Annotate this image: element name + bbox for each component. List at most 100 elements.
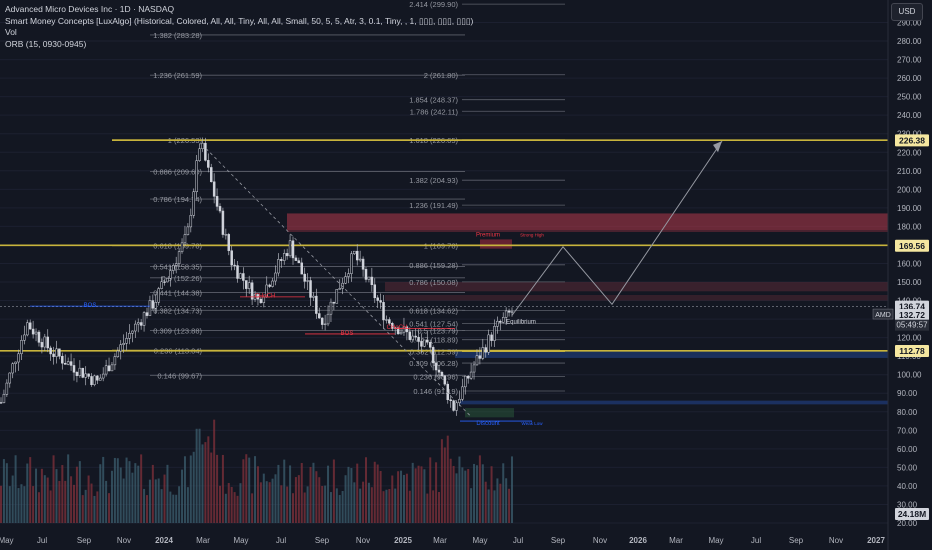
- volume-bar: [467, 469, 470, 523]
- time-axis: May Jul Sep Nov 2024 Mar May Jul Sep Nov 2025 Mar Ma…: [0, 536, 885, 545]
- volume-bar: [286, 486, 289, 523]
- volume-bar: [113, 457, 116, 523]
- candle-body: [34, 331, 38, 335]
- countdown-box: [895, 319, 929, 331]
- volume-bar: [32, 486, 35, 523]
- smc-label: Equilibrium: [506, 320, 536, 326]
- order-block-bullish: [455, 350, 888, 359]
- volume-bar: [300, 462, 303, 523]
- fib-label: 0.886 (209.60): [153, 168, 202, 177]
- volume-bar: [350, 468, 353, 523]
- volume-bar: [172, 494, 175, 523]
- candle-body: [399, 331, 403, 335]
- fib-label: 1.854 (248.37): [409, 96, 458, 105]
- volume-bar: [347, 466, 350, 523]
- volume-bar: [175, 494, 178, 523]
- volume-bar: [99, 464, 102, 523]
- candle-body: [247, 282, 251, 289]
- price-tick-label: 220.00: [897, 148, 922, 157]
- volume-bar: [262, 473, 265, 523]
- volume-bar: [423, 469, 426, 523]
- volume-bar: [487, 489, 490, 523]
- volume-bar: [254, 456, 257, 523]
- fib-label: 2.414 (299.90): [409, 0, 458, 9]
- price-tick-label: 80.00: [897, 408, 918, 417]
- volume-bar: [122, 478, 125, 523]
- volume-bar: [61, 465, 64, 523]
- smc-label: BOS: [84, 303, 97, 309]
- candle-body: [128, 333, 131, 339]
- smc-indicator-label[interactable]: Smart Money Concepts [LuxAlgo] (Historic…: [5, 15, 474, 26]
- candle-body: [355, 250, 359, 261]
- volume-bar: [87, 475, 90, 523]
- candle-body: [303, 273, 306, 282]
- symbol-title[interactable]: Advanced Micro Devices Inc · 1D · NASDAQ: [5, 4, 175, 14]
- time-tick-label: Mar: [669, 536, 683, 545]
- volume-bar: [143, 488, 146, 523]
- candle-body: [131, 330, 134, 334]
- volume-bar: [385, 489, 388, 523]
- price-tag-box: [895, 508, 929, 520]
- candle-body: [306, 280, 309, 282]
- fib-label: 1.382 (283.28): [153, 31, 202, 40]
- fib-label: 1.236 (191.49): [409, 201, 458, 210]
- price-tick-label: 20.00: [897, 519, 918, 528]
- currency-button[interactable]: USD: [891, 3, 923, 21]
- candle-body: [478, 355, 482, 359]
- candle-body: [5, 382, 9, 395]
- volume-bar: [315, 471, 318, 523]
- time-tick-label: May: [0, 536, 14, 545]
- candle-body: [382, 302, 385, 321]
- volume-bar: [481, 464, 484, 523]
- price-tick-label: 50.00: [897, 463, 918, 472]
- volume-bar: [461, 467, 464, 523]
- candle-body: [449, 399, 452, 401]
- candle-body: [431, 347, 435, 364]
- candle-body: [379, 300, 382, 303]
- vol-indicator-label[interactable]: Vol: [5, 27, 17, 37]
- candle-body: [69, 361, 73, 366]
- candle-body: [423, 339, 426, 347]
- price-tick-label: 150.00: [897, 278, 922, 287]
- candle-body: [242, 273, 245, 281]
- candle-body: [504, 310, 508, 318]
- volume-bar: [478, 455, 481, 523]
- volume-bar: [329, 492, 332, 523]
- candle-body: [326, 313, 330, 325]
- price-tick-label: 30.00: [897, 500, 918, 509]
- volume-bar: [464, 470, 467, 523]
- ticker-tag-label: AMD: [875, 312, 891, 319]
- volume-bar: [341, 490, 344, 523]
- time-tick-label: Nov: [356, 536, 370, 545]
- candle-body: [493, 326, 496, 341]
- volume-bar: [35, 468, 38, 523]
- candle-body: [78, 367, 82, 376]
- volume-bar: [160, 489, 163, 523]
- candle-body: [420, 341, 423, 347]
- volume-bar: [402, 474, 405, 523]
- volume-bar: [429, 457, 432, 523]
- supply-zone: [287, 213, 888, 231]
- candle-body: [428, 341, 432, 348]
- volume-bar: [96, 491, 99, 523]
- smc-label: BOS: [341, 331, 354, 337]
- volume-bar: [414, 468, 417, 523]
- price-tag-label: 24.18M: [898, 509, 926, 519]
- smc-label: Premium: [476, 233, 500, 239]
- volume-bar: [219, 485, 221, 523]
- smc-label: Discount: [476, 421, 500, 427]
- candle-body: [501, 317, 505, 323]
- volume-bar: [435, 462, 438, 523]
- candle-body: [0, 402, 3, 404]
- volume-bar: [52, 455, 55, 523]
- fib-label: 2 (261.80): [424, 71, 459, 80]
- orb-indicator-label[interactable]: ORB (15, 0930-0945): [5, 38, 87, 49]
- volume-bar: [394, 488, 397, 523]
- volume-bar: [449, 458, 452, 523]
- volume-bar: [271, 478, 274, 523]
- candle-body: [90, 376, 93, 385]
- volume-bar: [224, 493, 227, 523]
- price-tick-label: 230.00: [897, 130, 922, 139]
- fib-label: 1.786 (242.11): [410, 107, 459, 116]
